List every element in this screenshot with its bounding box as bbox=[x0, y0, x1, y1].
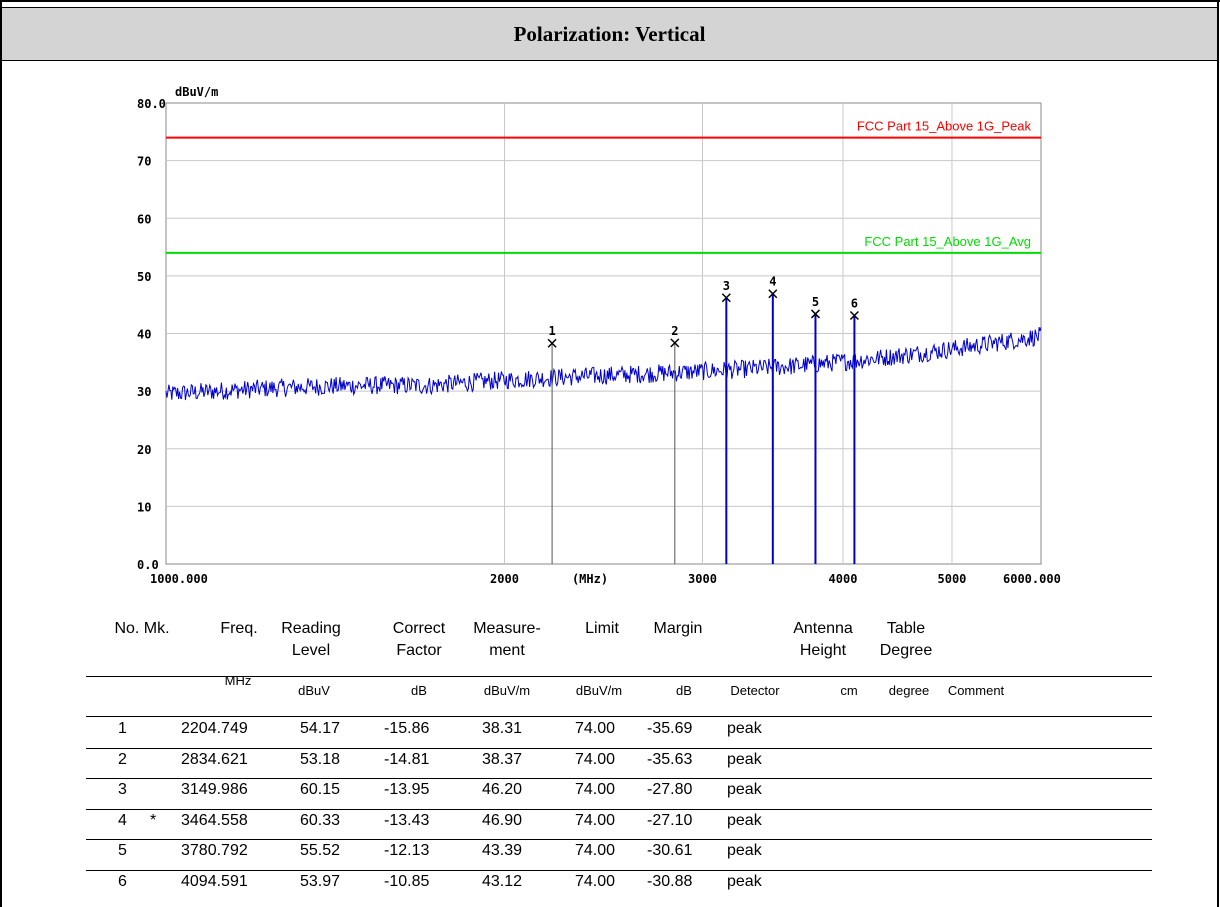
x-tick-label: 6000.000 bbox=[1003, 572, 1061, 586]
marker-label: 2 bbox=[671, 324, 678, 338]
marker-x bbox=[768, 289, 778, 299]
y-axis-unit: dBuV/m bbox=[175, 85, 218, 99]
spectrum-trace bbox=[165, 326, 1042, 401]
y-tick-label: 50 bbox=[137, 270, 151, 284]
marker-label: 5 bbox=[812, 295, 819, 309]
y-tick-label: 10 bbox=[137, 500, 151, 514]
polarization-title: Polarization: Vertical bbox=[513, 21, 706, 46]
y-tick-label: 60 bbox=[137, 212, 151, 226]
x-axis-unit: (MHz) bbox=[572, 572, 608, 586]
marker-label: 1 bbox=[548, 324, 555, 338]
marker-x bbox=[547, 338, 557, 348]
x-tick-label: 2000 bbox=[490, 572, 519, 586]
limit-label: FCC Part 15_Above 1G_Avg bbox=[864, 234, 1031, 249]
y-tick-label: 30 bbox=[137, 385, 151, 399]
limit-label: FCC Part 15_Above 1G_Peak bbox=[857, 119, 1032, 134]
marker-label: 3 bbox=[723, 279, 730, 293]
x-tick-label: 3000 bbox=[688, 572, 717, 586]
marker-x bbox=[670, 338, 680, 348]
y-tick-label: 0.0 bbox=[137, 558, 159, 572]
x-tick-label: 5000 bbox=[938, 572, 967, 586]
x-tick-label: 4000 bbox=[829, 572, 858, 586]
marker-x bbox=[849, 310, 859, 321]
y-tick-label: 40 bbox=[137, 328, 151, 342]
marker-x bbox=[810, 309, 820, 319]
marker-label: 6 bbox=[851, 297, 858, 311]
marker-x bbox=[721, 293, 731, 303]
x-tick-label: 1000.000 bbox=[150, 572, 208, 586]
marker-label: 4 bbox=[769, 275, 776, 289]
emission-chart: 80.0 70 60 50 40 30 20 10 0.0 dBuV/m 1000.000 2000 3… bbox=[137, 85, 1061, 586]
polarization-header: Polarization: Vertical bbox=[2, 7, 1217, 61]
y-tick-label: 70 bbox=[137, 155, 151, 169]
y-tick-label: 80.0 bbox=[137, 97, 166, 111]
top-border bbox=[0, 0, 1220, 2]
y-tick-label: 20 bbox=[137, 443, 151, 457]
